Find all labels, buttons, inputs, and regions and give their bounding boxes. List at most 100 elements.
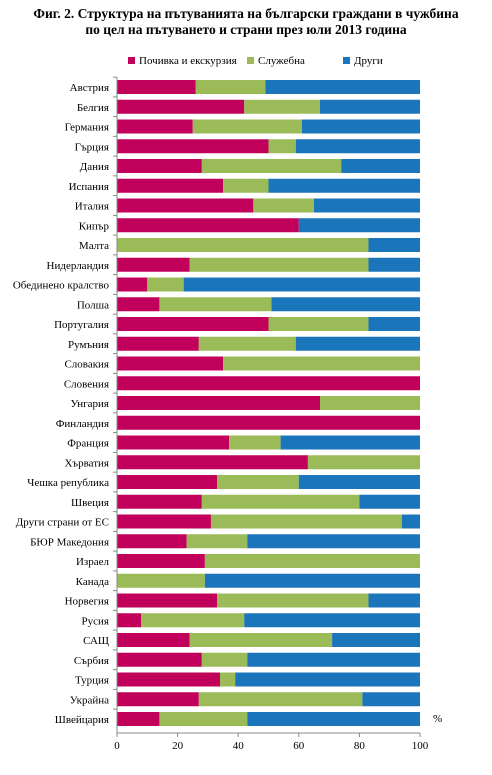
bar-segment: [117, 534, 187, 549]
category-label: Португалия: [54, 319, 109, 331]
bar-segment: [183, 277, 420, 292]
bar-segment: [307, 455, 420, 470]
bar-segment: [117, 277, 148, 292]
bar-segment: [117, 613, 142, 628]
bar-segment: [117, 238, 369, 252]
bar-segment: [401, 514, 420, 529]
category-label: Сърбия: [74, 655, 109, 667]
bar-segment: [298, 218, 420, 233]
bar-segment: [295, 336, 420, 351]
category-label: Чешка република: [27, 477, 109, 489]
bar-segment: [320, 396, 420, 410]
category-label: Кипър: [79, 220, 110, 232]
bar-segment: [359, 494, 420, 509]
legend-label: Почивка и екскурзия: [139, 55, 237, 67]
category-label: БЮР Македония: [30, 536, 109, 548]
category-label: Гърция: [75, 141, 109, 153]
bar-segment: [117, 672, 221, 687]
bar-segment: [268, 178, 420, 193]
bar-segment: [117, 297, 160, 312]
category-label: Белгия: [77, 102, 109, 114]
bar-segment: [235, 672, 420, 687]
bar-segment: [253, 198, 314, 213]
bar-segment: [368, 317, 420, 331]
bar-segment: [189, 633, 333, 647]
bar-segment: [117, 455, 308, 470]
bar-segment: [223, 178, 269, 193]
x-tick-label: 20: [172, 740, 184, 752]
x-tick-label: 80: [354, 740, 366, 752]
category-label: Франция: [67, 438, 109, 450]
bar-segment: [368, 593, 420, 608]
x-tick-label: 60: [293, 740, 305, 752]
bar-segment: [313, 198, 420, 213]
bar-segment: [244, 99, 321, 114]
category-label: Унгария: [70, 398, 109, 410]
bar-segment: [229, 435, 281, 450]
bar-segment: [117, 652, 202, 667]
x-tick-label: 0: [114, 740, 120, 752]
category-label: Украйна: [70, 694, 109, 706]
category-label: Нидерландия: [47, 260, 109, 272]
legend-label: Други: [354, 55, 383, 67]
bar-segment: [117, 692, 199, 707]
category-label: Италия: [75, 201, 109, 213]
bar-segment: [117, 415, 420, 430]
bar-segment: [117, 396, 321, 410]
bar-segment: [117, 119, 193, 134]
bar-segment: [247, 534, 420, 549]
category-label: Израел: [76, 556, 110, 568]
bar-segment: [117, 356, 224, 371]
bar-segment: [204, 554, 420, 568]
bar-segment: [298, 475, 420, 489]
bar-segment: [159, 712, 248, 726]
category-label: Малта: [79, 240, 109, 252]
bar-segment: [201, 159, 342, 173]
category-label: Обединено кралство: [13, 280, 110, 292]
bar-segment: [186, 534, 248, 549]
bar-segment: [117, 475, 217, 489]
category-label: Румъния: [68, 339, 109, 351]
bar-segment: [117, 514, 211, 529]
category-label: Германия: [65, 122, 109, 134]
bar-segment: [117, 376, 420, 391]
bar-segment: [280, 435, 420, 450]
bar-segment: [320, 99, 420, 114]
category-label: Русия: [82, 615, 109, 627]
category-label: Словакия: [64, 359, 109, 371]
bar-segment: [117, 336, 199, 351]
category-label: Други страни от ЕС: [16, 517, 109, 529]
unit-label: %: [433, 713, 442, 725]
bar-segment: [268, 139, 296, 154]
bar-segment: [117, 159, 202, 173]
bar-segment: [341, 159, 420, 173]
bar-segment: [198, 336, 296, 351]
bar-segment: [117, 317, 269, 331]
x-tick-label: 40: [233, 740, 245, 752]
legend-swatch: [247, 57, 254, 64]
category-label: Швеция: [71, 497, 109, 509]
category-label: Хърватия: [64, 457, 109, 469]
bar-segment: [117, 99, 245, 114]
category-label: Турция: [75, 675, 109, 687]
bar-segment: [117, 712, 160, 726]
bar-segment: [117, 218, 299, 233]
legend-label: Служебна: [258, 55, 305, 67]
bar-segment: [198, 692, 363, 707]
bar-segment: [117, 633, 190, 647]
bar-segment: [117, 494, 202, 509]
bar-segment: [117, 554, 205, 568]
bar-segment: [247, 652, 420, 667]
category-label: Финландия: [56, 418, 109, 430]
bar-segment: [268, 317, 369, 331]
bar-segment: [362, 692, 420, 707]
bar-segment: [117, 573, 205, 588]
bar-segment: [204, 573, 420, 588]
bar-segment: [117, 435, 230, 450]
chart-title-line-2: по цел на пътуването и страни през юли 2…: [85, 22, 407, 37]
bar-segment: [216, 475, 299, 489]
bar-segment: [210, 514, 402, 529]
bar-segment: [117, 139, 269, 154]
bar-segment: [220, 672, 236, 687]
